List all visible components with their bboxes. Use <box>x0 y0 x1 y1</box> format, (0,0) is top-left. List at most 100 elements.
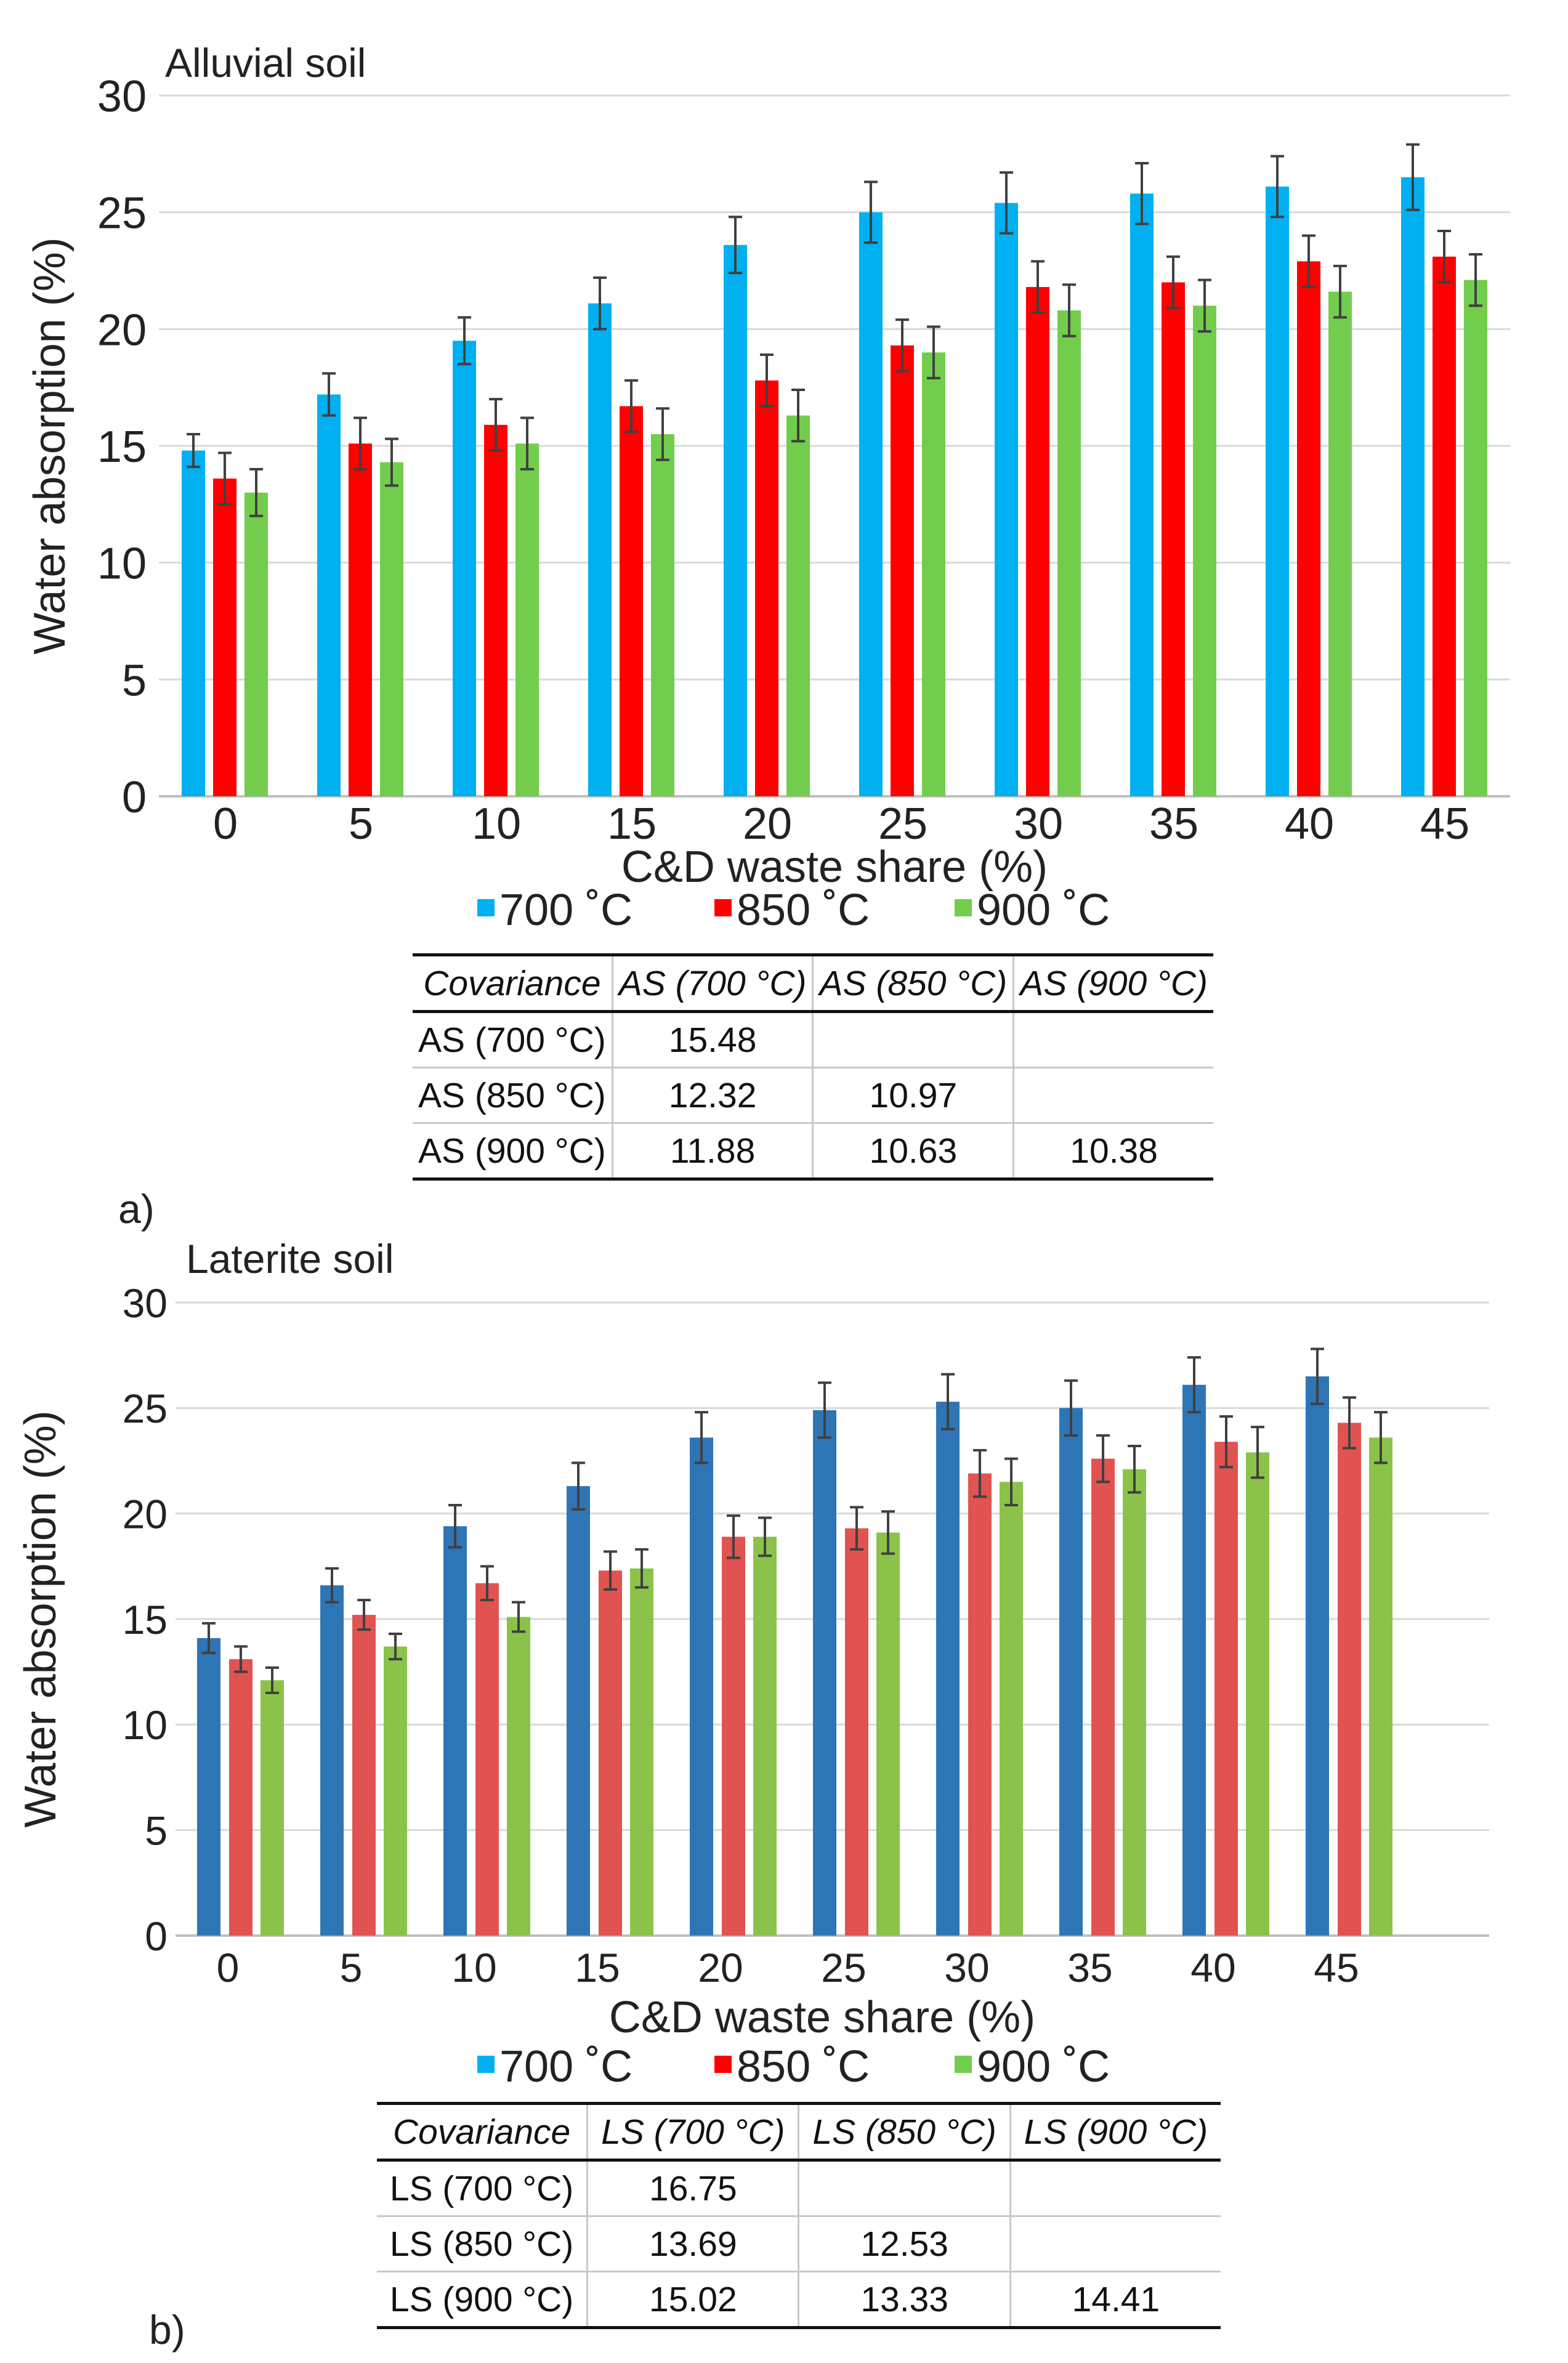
bar-b-s2-10 <box>507 1617 530 1936</box>
bar-a-s2-5 <box>380 462 403 796</box>
legend-label-a-s0: 700 ˚C <box>499 886 632 935</box>
y-tick-label-b: 25 <box>123 1386 168 1431</box>
bar-a-s2-0 <box>244 492 268 796</box>
bar-b-s1-0 <box>229 1659 253 1936</box>
bar-a-s0-40 <box>1266 186 1289 796</box>
table-cell: 16.75 <box>586 2159 800 2217</box>
bar-b-s0-20 <box>690 1437 713 1936</box>
bar-b-s0-5 <box>320 1585 344 1936</box>
bar-a-s0-10 <box>453 341 476 796</box>
bar-a-s2-35 <box>1193 305 1216 796</box>
y-tick-label-a: 10 <box>97 539 147 589</box>
y-tick-label-a: 15 <box>97 422 147 472</box>
bar-a-s1-5 <box>349 443 372 796</box>
table-cell: 11.88 <box>611 1122 814 1181</box>
bar-a-s1-20 <box>755 380 778 796</box>
x-tick-label-b: 5 <box>340 1945 363 1990</box>
bar-a-s2-30 <box>1057 310 1081 796</box>
table-cell: 13.33 <box>798 2271 1011 2329</box>
bar-b-s1-10 <box>475 1583 499 1936</box>
x-tick-label-a: 10 <box>472 799 521 849</box>
y-tick-label-a: 20 <box>97 305 147 355</box>
panel-a-label: a) <box>118 1186 155 1232</box>
legend-swatch-a-s0 <box>477 899 495 916</box>
bar-a-s1-30 <box>1026 287 1049 796</box>
bar-a-s2-45 <box>1464 280 1487 796</box>
bar-b-s0-30 <box>936 1402 960 1936</box>
table-cell: LS (700 °C) <box>377 2159 589 2217</box>
y-tick-label-a: 30 <box>97 72 147 121</box>
bar-b-s1-5 <box>352 1615 376 1936</box>
x-tick-label-b: 30 <box>944 1945 989 1990</box>
table-header-cell: AS (700 °C) <box>611 953 814 1013</box>
bar-a-s0-30 <box>995 203 1018 796</box>
bar-a-s1-40 <box>1297 261 1320 796</box>
legend-swatch-b-s0 <box>477 2056 495 2073</box>
bar-b-s2-5 <box>384 1646 407 1936</box>
legend-label-b-s0: 700 ˚C <box>499 2042 632 2091</box>
y-axis-title-b: Water absorption (%) <box>16 1410 65 1828</box>
table-row: LS (900 °C) 15.02 13.33 14.41 <box>377 2271 1221 2329</box>
table-cell: AS (700 °C) <box>413 1011 613 1068</box>
x-tick-label-a: 40 <box>1285 799 1334 849</box>
x-tick-label-a: 0 <box>213 799 238 849</box>
y-tick-label-a: 5 <box>122 656 147 705</box>
chart-title-a: Alluvial soil <box>165 40 366 86</box>
x-tick-label-a: 20 <box>743 799 792 849</box>
legend-label-a-s1: 850 ˚C <box>737 886 870 935</box>
bar-a-s1-25 <box>891 345 914 796</box>
bar-b-s1-35 <box>1091 1458 1115 1936</box>
legend-label-b-s1: 850 ˚C <box>737 2042 870 2091</box>
table-header-row: Covariance AS (700 °C) AS (850 °C) AS (9… <box>413 953 1213 1013</box>
table-header-cell: Covariance <box>413 953 613 1013</box>
table-cell: LS (850 °C) <box>377 2215 589 2272</box>
table-header-cell: Covariance <box>377 2102 589 2162</box>
legend-label-b-s2: 900 ˚C <box>977 2042 1110 2091</box>
bar-b-s1-15 <box>599 1570 622 1936</box>
legend-swatch-b-s2 <box>955 2056 972 2073</box>
covariance-table-a: Covariance AS (700 °C) AS (850 °C) AS (9… <box>413 953 1213 1181</box>
bar-a-s0-0 <box>182 450 205 796</box>
x-tick-label-a: 30 <box>1014 799 1063 849</box>
table-cell <box>1009 2215 1221 2272</box>
table-cell: 10.97 <box>812 1067 1015 1124</box>
x-tick-label-b: 10 <box>451 1945 496 1990</box>
legend-label-a-s2: 900 ˚C <box>977 886 1110 935</box>
bar-b-s0-0 <box>197 1638 220 1936</box>
x-tick-label-a: 15 <box>607 799 657 849</box>
panel-b-label: b) <box>149 2307 185 2353</box>
bar-b-s2-15 <box>630 1568 653 1936</box>
bar-a-s1-15 <box>620 406 643 796</box>
bar-a-s0-45 <box>1401 177 1425 796</box>
bar-a-s2-15 <box>651 434 674 796</box>
bar-a-s2-25 <box>922 352 945 796</box>
x-tick-label-b: 0 <box>217 1945 240 1990</box>
x-tick-label-b: 25 <box>821 1945 866 1990</box>
table-row: AS (900 °C) 11.88 10.63 10.38 <box>413 1122 1213 1181</box>
y-tick-label-b: 5 <box>145 1808 168 1853</box>
table-cell: 13.69 <box>586 2215 800 2272</box>
table-cell: 10.63 <box>812 1122 1015 1181</box>
x-tick-label-b: 45 <box>1314 1945 1359 1990</box>
bar-b-s1-40 <box>1214 1442 1238 1936</box>
y-tick-label-a: 25 <box>97 189 147 238</box>
x-tick-label-b: 20 <box>698 1945 743 1990</box>
bar-b-s2-35 <box>1123 1469 1146 1936</box>
bar-b-s0-45 <box>1306 1376 1329 1936</box>
table-cell: 15.02 <box>586 2271 800 2329</box>
y-tick-label-a: 0 <box>122 773 147 822</box>
table-row: AS (850 °C) 12.32 10.97 <box>413 1067 1213 1124</box>
x-axis-title-a: C&D waste share (%) <box>621 842 1048 892</box>
x-tick-label-b: 35 <box>1067 1945 1112 1990</box>
table-cell: AS (850 °C) <box>413 1067 613 1124</box>
bar-b-s0-10 <box>443 1526 467 1936</box>
table-header-cell: AS (850 °C) <box>812 953 1015 1013</box>
table-header-cell: LS (700 °C) <box>586 2102 800 2162</box>
bar-b-s2-25 <box>876 1532 900 1936</box>
chart-title-b: Laterite soil <box>186 1236 394 1282</box>
y-tick-label-b: 20 <box>123 1491 168 1537</box>
bar-b-s2-20 <box>753 1537 777 1936</box>
bar-a-s2-20 <box>786 415 810 796</box>
table-cell <box>1012 1067 1213 1124</box>
